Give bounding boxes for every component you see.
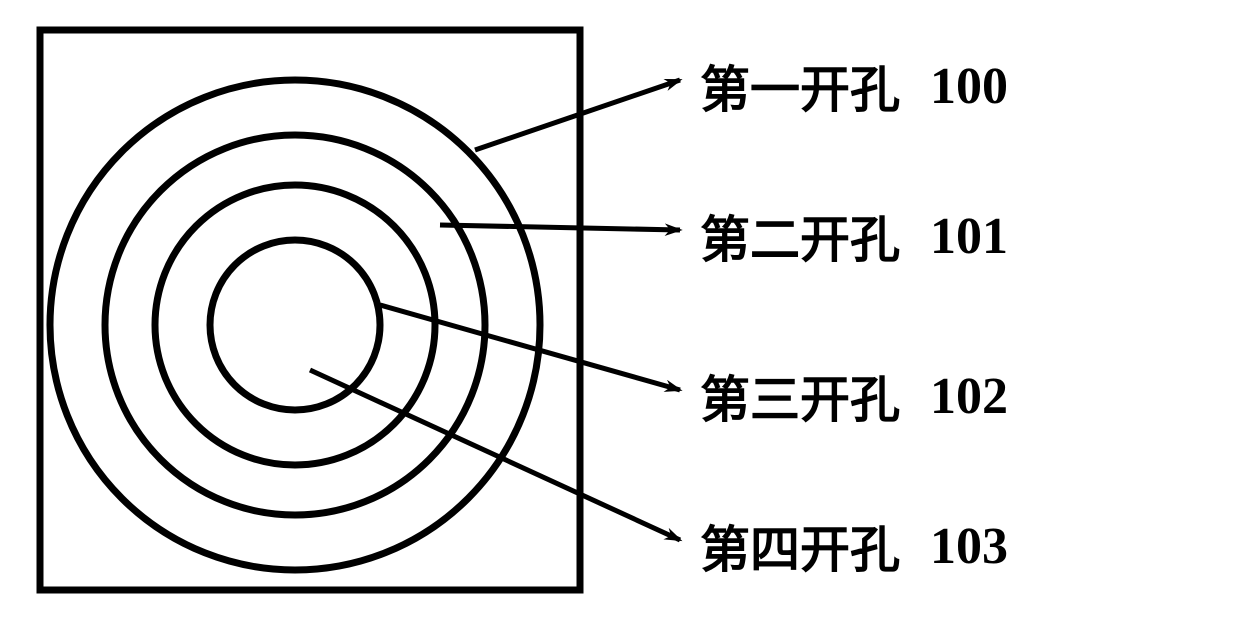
label-text: 第四开孔 <box>700 510 900 582</box>
concentric-circle-3 <box>155 185 435 465</box>
annotated-diagram <box>0 0 1240 626</box>
concentric-circle-1 <box>50 80 540 570</box>
label-number: 103 <box>930 517 1008 576</box>
label-text: 第一开孔 <box>700 50 900 122</box>
label-row-3: 第三开孔 102 <box>700 360 1008 432</box>
leader-arrow-4 <box>310 370 680 540</box>
concentric-circle-2 <box>105 135 485 515</box>
label-number: 100 <box>930 57 1008 116</box>
label-row-1: 第一开孔 100 <box>700 50 1008 122</box>
leader-arrow-2 <box>440 225 680 230</box>
outer-box <box>40 30 580 590</box>
label-number: 101 <box>930 207 1008 266</box>
label-row-2: 第二开孔 101 <box>700 200 1008 272</box>
label-text: 第二开孔 <box>700 200 900 272</box>
label-number: 102 <box>930 367 1008 426</box>
concentric-circle-4 <box>210 240 380 410</box>
label-row-4: 第四开孔 103 <box>700 510 1008 582</box>
label-text: 第三开孔 <box>700 360 900 432</box>
